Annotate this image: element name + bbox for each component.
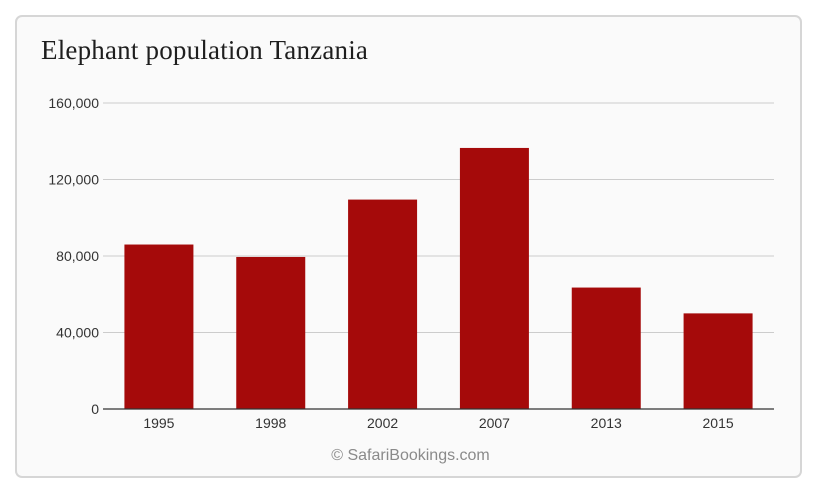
chart-card: Elephant population Tanzania 0 40,000 80,0…	[15, 15, 802, 478]
bar-2007[interactable]	[459, 147, 529, 409]
y-tick-label: 0	[91, 401, 99, 417]
chart-title: Elephant population Tanzania	[41, 35, 369, 65]
bar-2013[interactable]	[571, 287, 641, 409]
bar-1995[interactable]	[124, 244, 194, 409]
bar-1998[interactable]	[236, 256, 306, 409]
y-tick-label: 160,000	[48, 95, 99, 111]
y-axis-labels: 0 40,000 80,000 120,000 160,000	[48, 95, 99, 417]
y-tick-label: 80,000	[56, 248, 99, 264]
x-tick-label: 2013	[591, 415, 622, 431]
x-tick-label: 2002	[367, 415, 398, 431]
bar-chart: 0 40,000 80,000 120,000 160,000 1995 1998 2002…	[48, 95, 774, 431]
source-credit: © SafariBookings.com	[331, 447, 490, 464]
bar-2002[interactable]	[348, 199, 418, 409]
y-tick-label: 40,000	[56, 325, 99, 341]
x-tick-label: 2007	[479, 415, 510, 431]
bars	[124, 147, 753, 409]
x-axis-labels: 1995 1998 2002 2007 2013 2015	[143, 415, 734, 431]
x-tick-label: 2015	[703, 415, 734, 431]
x-tick-label: 1998	[255, 415, 286, 431]
y-tick-label: 120,000	[48, 172, 99, 188]
x-tick-label: 1995	[143, 415, 174, 431]
bar-2015[interactable]	[683, 313, 753, 409]
gridlines	[103, 102, 774, 333]
